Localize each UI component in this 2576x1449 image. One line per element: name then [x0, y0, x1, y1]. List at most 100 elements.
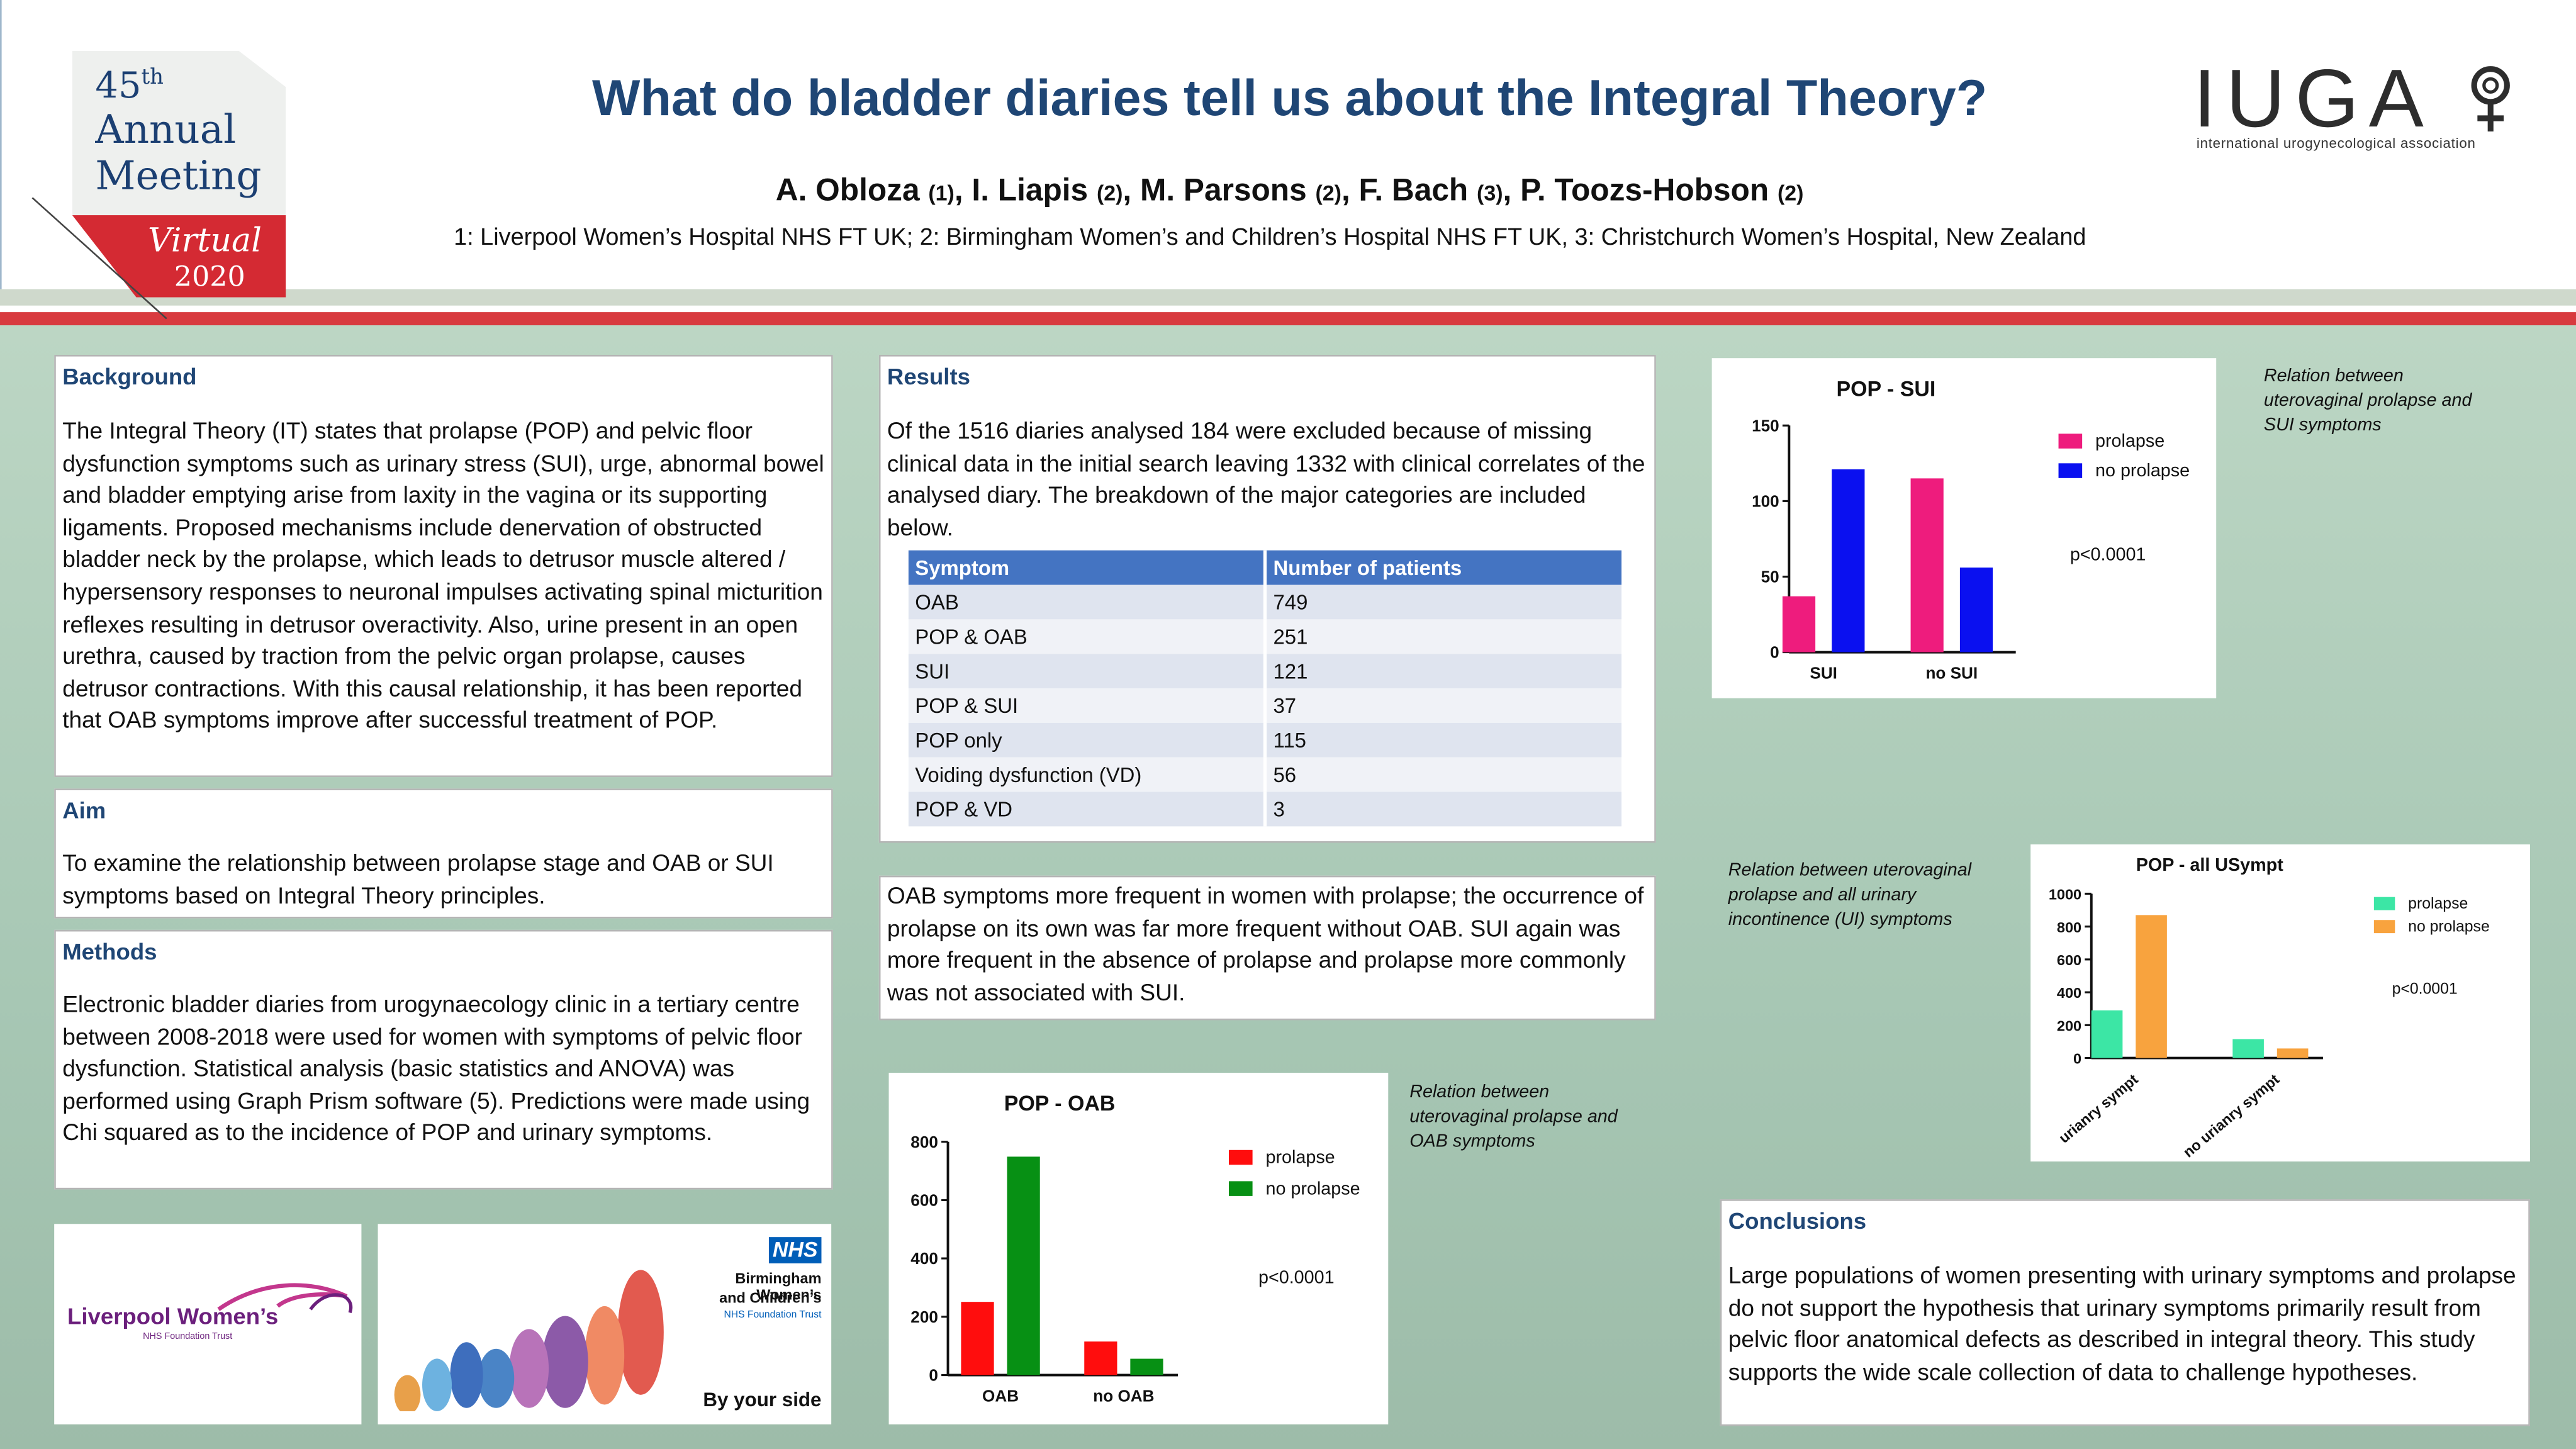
meeting-badge-top: [72, 50, 286, 216]
chart-pop-sui-svg: POP - SUI 0 50 100 150 SUI no SUI prolapse no pr…: [1752, 377, 2190, 682]
table-row: SUI 121: [908, 654, 1622, 689]
findings-text: OAB symptoms more frequent in women with…: [887, 883, 1644, 1007]
legend-label: no prolapse: [2408, 918, 2490, 935]
legend-swatch: [2058, 434, 2083, 449]
caption-sui: Relation between uterovaginal prolapse a…: [2263, 366, 2472, 435]
y-tick-label: 0: [2073, 1051, 2081, 1067]
x-tick-label: urianry sympt: [2056, 1071, 2141, 1146]
chart-pop-sui: POP - SUI 0 50 100 150 SUI no SUI prolapse no pr…: [1711, 358, 2217, 698]
author-ref: (3): [1477, 181, 1503, 206]
x-tick-label: no OAB: [1093, 1386, 1154, 1405]
legend-swatch: [2058, 463, 2083, 478]
bar-prolapse-1: [1910, 478, 1944, 652]
bar-prolapse-1: [2232, 1039, 2264, 1058]
bar-prolapse-1: [1084, 1341, 1117, 1375]
liverpool-logo-sub: NHS Foundation Trust: [143, 1332, 233, 1343]
liverpool-swirl-icon: [217, 1283, 353, 1314]
background-panel: Background The Integral Theory (IT) stat…: [54, 355, 833, 778]
table-cell-symptom: OAB: [908, 585, 1265, 620]
x-tick-label: SUI: [1810, 663, 1837, 682]
y-tick-label: 800: [910, 1133, 938, 1151]
y-tick-label: 400: [2057, 985, 2081, 1001]
background-text: The Integral Theory (IT) states that pro…: [62, 418, 824, 736]
y-tick-label: 400: [910, 1249, 938, 1268]
table-cell-count: 37: [1263, 688, 1622, 723]
meeting-badge: 45th Annual Meeting Virtual 2020: [72, 50, 286, 298]
results-text: Of the 1516 diaries analysed 184 were ex…: [887, 418, 1645, 542]
bar-no-prolapse-1: [1130, 1358, 1163, 1375]
table-cell-symptom: POP & SUI: [908, 688, 1265, 723]
table-cell-symptom: POP & OAB: [908, 619, 1265, 654]
table-row: Voiding dysfunction (VD) 56: [908, 757, 1622, 792]
table-cell-count: 3: [1263, 792, 1622, 827]
y-tick-label: 50: [1761, 568, 1779, 586]
people-illustration: [381, 1270, 669, 1421]
birmingham-trust: NHS Foundation Trust: [724, 1311, 822, 1321]
birmingham-name-2: and Children’s: [719, 1289, 822, 1306]
table-row: OAB 749: [908, 585, 1622, 620]
methods-panel: Methods Electronic bladder diaries from …: [54, 929, 833, 1190]
table-cell-count: 56: [1263, 757, 1622, 792]
iuga-subtitle: international urogynecological associati…: [2196, 135, 2476, 152]
nhs-badge: NHS: [768, 1237, 822, 1263]
legend-label: no prolapse: [1265, 1178, 1360, 1199]
birmingham-tagline: By your side: [703, 1388, 822, 1411]
bar-prolapse-0: [2091, 1010, 2123, 1058]
table-cell-symptom: Voiding dysfunction (VD): [908, 757, 1265, 792]
table-row: POP & OAB 251: [908, 619, 1622, 654]
findings-panel: OAB symptoms more frequent in women with…: [878, 875, 1656, 1021]
conclusions-text: Large populations of women presenting wi…: [1728, 1263, 2516, 1387]
table-cell-count: 115: [1263, 722, 1622, 758]
liverpool-logo: Liverpool Women’s NHS Foundation Trust: [54, 1224, 362, 1424]
table-header-count: Number of patients: [1263, 550, 1622, 585]
iuga-wordmark: IUGA: [2193, 52, 2434, 145]
legend-swatch: [1229, 1150, 1253, 1165]
poster-header: [0, 0, 2576, 289]
y-tick-label: 600: [2057, 952, 2081, 968]
legend-label: prolapse: [2408, 895, 2468, 912]
female-symbol-icon: [2471, 66, 2510, 131]
table-cell-count: 121: [1263, 654, 1622, 689]
table-cell-symptom: SUI: [908, 654, 1265, 689]
table-cell-count: 749: [1263, 585, 1622, 620]
author: M. Parsons (2): [1140, 174, 1341, 209]
meeting-label: Annual Meeting: [95, 106, 262, 199]
author-ref: (2): [1315, 181, 1341, 206]
iuga-logo: IUGA international urogynecological asso…: [2193, 56, 2522, 155]
y-tick-label: 0: [1770, 643, 1779, 662]
author-name: P. Toozs-Hobson: [1520, 174, 1769, 209]
author-name: I. Liapis: [972, 174, 1089, 209]
legend-label: prolapse: [2095, 431, 2164, 451]
results-panel: Results Of the 1516 diaries analysed 184…: [878, 355, 1656, 843]
chart-title: POP - OAB: [1004, 1092, 1116, 1116]
aim-panel: Aim To examine the relationship between …: [54, 788, 833, 919]
chart-title: POP - SUI: [1836, 377, 1935, 401]
author: I. Liapis (2): [972, 174, 1123, 209]
caption-oab: Relation between uterovaginal prolapse a…: [1409, 1082, 1618, 1152]
chart-pop-oab-svg: POP - OAB 0 200 400 600 800 OAB no OAB prolapse n…: [910, 1092, 1360, 1405]
author: P. Toozs-Hobson (2): [1520, 174, 1803, 209]
bar-no-prolapse-0: [1832, 469, 1865, 652]
author-name: F. Bach: [1358, 174, 1469, 209]
x-tick-label: no urianry sympt: [2180, 1071, 2283, 1161]
aim-heading: Aim: [62, 797, 106, 824]
bar-no-prolapse-1: [2276, 1048, 2309, 1058]
table-cell-symptom: POP & VD: [908, 792, 1265, 827]
y-tick-label: 1000: [2049, 887, 2081, 903]
p-value-label: p<0.0001: [2070, 544, 2146, 564]
caption-ui: Relation between uterovaginal prolapse a…: [1728, 861, 1972, 930]
legend-label: prolapse: [1265, 1148, 1335, 1168]
poster-title: What do bladder diaries tell us about th…: [592, 69, 1988, 127]
p-value-label: p<0.0001: [1258, 1267, 1335, 1287]
table-row: POP & VD 3: [908, 792, 1622, 827]
results-table: Symptom Number of patients OAB 749 POP & O…: [908, 550, 1622, 827]
legend-swatch: [1229, 1181, 1253, 1196]
methods-heading: Methods: [62, 937, 157, 965]
background-heading: Background: [62, 363, 197, 389]
y-tick-label: 200: [910, 1307, 938, 1326]
affiliations: 1: Liverpool Women’s Hospital NHS FT UK;…: [454, 225, 2086, 252]
x-tick-label: no SUI: [1925, 663, 1978, 682]
results-heading: Results: [887, 363, 970, 389]
x-tick-label: OAB: [982, 1386, 1019, 1405]
